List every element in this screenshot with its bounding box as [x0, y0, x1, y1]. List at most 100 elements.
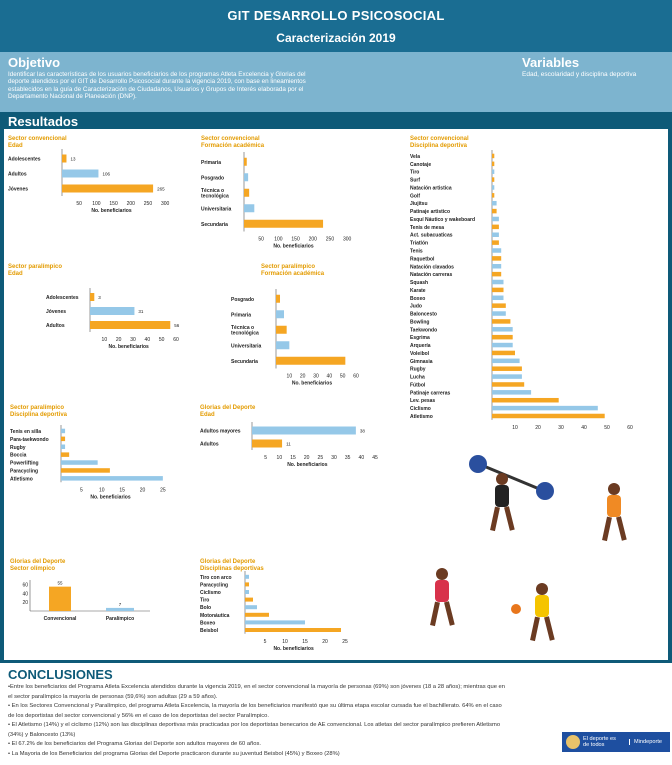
tick-label: 20	[322, 639, 328, 645]
tick-label: 60	[22, 582, 28, 588]
tick-label: 5	[80, 487, 83, 493]
chart-bar	[492, 311, 506, 316]
data-label: 55	[57, 581, 63, 586]
chart-bar	[492, 279, 504, 285]
tick-label: 20	[116, 337, 122, 343]
category-label: Gimnasia	[410, 359, 433, 365]
chart-bar	[276, 310, 284, 319]
mindeporte-logo: El deporte es de todos Mindeporte	[562, 732, 670, 752]
category-label: Rugby	[410, 367, 426, 373]
chart-title: Sector paralímpico	[10, 405, 64, 411]
chart-bar	[492, 287, 504, 293]
chart-bar	[61, 436, 66, 442]
chart-bar	[245, 620, 305, 625]
chart-bar	[252, 439, 283, 448]
tick-label: 25	[160, 487, 166, 493]
chart-bar	[276, 325, 287, 334]
category-label: Adultos	[46, 323, 65, 329]
chart-bar	[492, 240, 499, 245]
chart-bar	[492, 342, 513, 348]
category-label: Lev. pesas	[410, 398, 435, 404]
chart-title: Edad	[8, 143, 23, 149]
chart-title: Sector convencional	[410, 136, 469, 142]
chart-bar	[244, 188, 250, 197]
chart-bar	[492, 177, 495, 182]
category-label: Ciclismo	[410, 406, 431, 412]
tick-label: 40	[22, 591, 28, 597]
category-label: Squash	[410, 280, 428, 286]
category-label: Vela	[410, 154, 420, 160]
tick-label: 60	[353, 374, 359, 380]
tick-label: 20	[300, 374, 306, 380]
chart-bar	[49, 586, 71, 611]
category-label: Tenis	[410, 249, 423, 255]
chart-title: Edad	[200, 412, 215, 418]
category-label: Jiujitsu	[410, 201, 428, 207]
tick-label: 20	[22, 600, 28, 606]
category-label: Surf	[410, 178, 420, 184]
category-label: Jóvenes	[46, 309, 66, 315]
chart-bar	[492, 374, 522, 379]
runner-icon-body	[607, 495, 621, 517]
chart-bar	[492, 382, 525, 387]
tick-label: 150	[291, 237, 300, 243]
objective-title: Objetivo	[8, 55, 61, 70]
category-label: Tenis de mesa	[410, 225, 444, 231]
chart-bar	[492, 271, 502, 277]
data-label: 106	[102, 171, 110, 176]
category-label: Tenis en silla	[10, 429, 41, 435]
chart-bar	[492, 153, 495, 159]
basketball-icon-head	[536, 583, 548, 595]
chart-bar	[492, 185, 495, 190]
category-label: Universitaria	[201, 206, 232, 212]
chart-bar	[61, 444, 66, 449]
chart-bar	[61, 468, 110, 473]
category-label: Beisbol	[200, 628, 219, 634]
category-label: Adultos	[200, 442, 219, 448]
category-label: Boxeo	[410, 296, 425, 302]
weightlifter-icon-head	[496, 473, 508, 485]
chart-title: Sector convencional	[201, 136, 260, 142]
category-label: Universitaria	[231, 343, 262, 349]
axis-label: No. beneficiarios	[91, 208, 132, 214]
chart-title: Formación académica	[201, 143, 265, 149]
tick-label: 45	[372, 455, 378, 461]
tick-label: 40	[145, 337, 151, 343]
axis-label: No. beneficiarios	[273, 244, 314, 250]
tick-label: 5	[264, 639, 267, 645]
chart-bar	[90, 307, 135, 315]
chart-bar	[61, 428, 66, 434]
chart-title: Disciplina deportiva	[10, 412, 68, 418]
chart-title: Glorias del Deporte	[10, 559, 66, 565]
chart-bar	[492, 366, 522, 371]
conclusions-list: •Entre los beneficiarios del Programa At…	[8, 683, 508, 759]
chart-bar	[245, 597, 253, 602]
variables-text: Edad, escolaridad y disciplina deportiva	[522, 71, 637, 78]
chart-bar	[492, 390, 532, 395]
tick-label: 60	[627, 425, 633, 431]
page-title: GIT DESARROLLO PSICOSOCIAL	[227, 8, 445, 23]
category-label: Posgrado	[201, 175, 224, 181]
tick-label: 50	[258, 237, 264, 243]
conclusions-section: CONCLUSIONES •Entre los beneficiarios de…	[0, 663, 672, 765]
chart-bar	[252, 426, 356, 435]
chart-bar	[90, 321, 171, 329]
category-label: Adolescentes	[8, 157, 41, 163]
data-label: 3	[98, 295, 101, 300]
tick-label: 100	[274, 237, 283, 243]
conclusion-item: • En los Sectores Convencional y Paralím…	[8, 703, 502, 719]
data-label: 265	[157, 186, 165, 191]
tick-label: 150	[109, 201, 118, 207]
tick-label: 10	[102, 337, 108, 343]
category-label: Patinaje carreras	[410, 390, 451, 396]
weightlifter-icon-body	[495, 485, 509, 507]
chart-bar	[492, 256, 502, 261]
logo-slogan: El deporte es de todos	[583, 736, 616, 748]
chart-bar	[492, 350, 515, 356]
category-label: Taekwondo	[410, 327, 437, 333]
conclusion-item: •Entre los beneficiarios del Programa At…	[8, 684, 505, 700]
chart-bar	[62, 154, 67, 163]
chart-title: Disciplina deportiva	[410, 143, 468, 149]
results-panel: Sector convencional Edad Adolescentes 13 Adu…	[4, 129, 668, 660]
chart-title: Sector olímpico	[10, 566, 55, 572]
